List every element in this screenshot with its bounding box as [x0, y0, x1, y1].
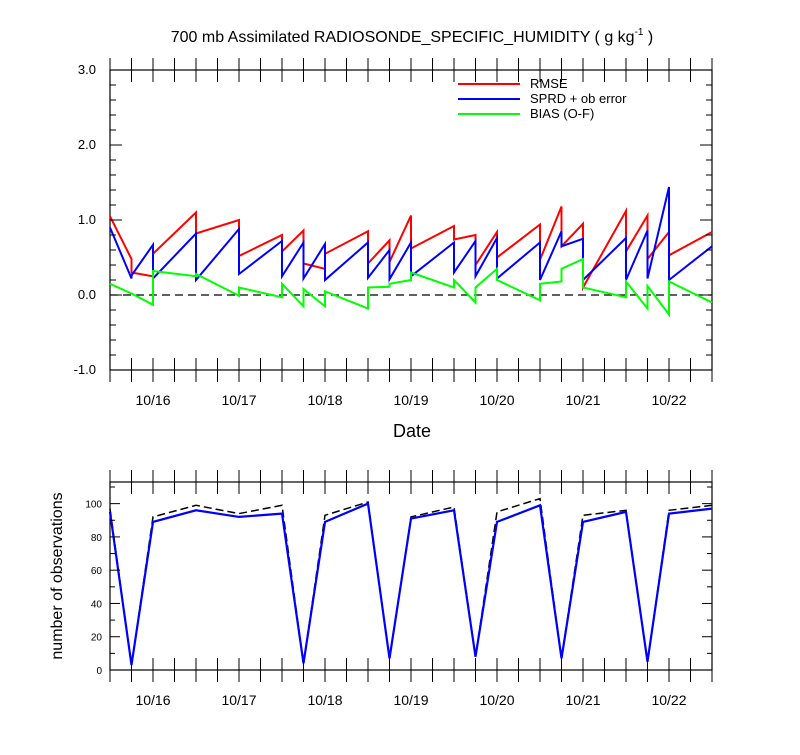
x-tick-label: 10/22 [651, 392, 686, 408]
x-tick-label: 10/17 [221, 692, 256, 708]
x-tick-label: 10/19 [393, 692, 428, 708]
series-sprd-ob-error [109, 186, 713, 283]
top-chart-title: 700 mb Assimilated RADIOSONDE_SPECIFIC_H… [171, 27, 654, 46]
top-chart: -1.0 0.0 1.0 2.0 3.0 10/16 10/17 10/18 10/19 10/2… [74, 58, 713, 441]
series-line [109, 497, 713, 666]
series-rmse [109, 206, 713, 292]
y-tick-label: 0.0 [78, 287, 96, 302]
top-x-axis-label: Date [393, 421, 431, 441]
y-tick-label: 60 [91, 566, 103, 577]
series-line [109, 257, 713, 318]
x-tick-label: 10/21 [565, 692, 600, 708]
bottom-chart: 0 20 40 60 80 100 10/16 10/17 10/18 10/19 10/20 10/… [49, 470, 713, 708]
bottom-series-group [108, 497, 713, 666]
x-tick-label: 10/18 [307, 392, 342, 408]
x-tick-label: 10/21 [565, 392, 600, 408]
legend-label: SPRD + ob error [530, 91, 627, 106]
series-line [108, 502, 713, 666]
x-tick-label: 10/20 [479, 392, 514, 408]
y-tick-label: -1.0 [74, 362, 96, 377]
legend-label: RMSE [530, 76, 568, 91]
top-axes: -1.0 0.0 1.0 2.0 3.0 10/16 10/17 10/18 10/19 10/2… [74, 58, 713, 408]
x-tick-label: 10/19 [393, 392, 428, 408]
series-assimilated [108, 502, 713, 666]
y-tick-label: 3.0 [78, 62, 96, 77]
y-tick-label: 2.0 [78, 137, 96, 152]
bottom-y-axis-label: number of observations [49, 492, 66, 659]
series-line [109, 186, 713, 283]
top-series-group [109, 186, 713, 318]
y-tick-label: 40 [91, 599, 103, 610]
bottom-axes: 0 20 40 60 80 100 10/16 10/17 10/18 10/19 10/20 10/… [85, 470, 713, 708]
legend-label: BIAS (O-F) [530, 106, 594, 121]
y-tick-label: 100 [85, 500, 102, 511]
x-tick-label: 10/22 [651, 692, 686, 708]
series-bias-o-f- [109, 257, 713, 318]
series-line [109, 206, 713, 292]
y-tick-label: 80 [91, 533, 103, 544]
x-tick-label: 10/20 [479, 692, 514, 708]
y-tick-label: 20 [91, 633, 103, 644]
x-tick-label: 10/16 [135, 692, 170, 708]
series-total [109, 497, 713, 666]
y-tick-label: 0 [96, 666, 102, 677]
x-tick-label: 10/16 [135, 392, 170, 408]
x-tick-label: 10/17 [221, 392, 256, 408]
y-tick-label: 1.0 [78, 212, 96, 227]
x-tick-label: 10/18 [307, 692, 342, 708]
